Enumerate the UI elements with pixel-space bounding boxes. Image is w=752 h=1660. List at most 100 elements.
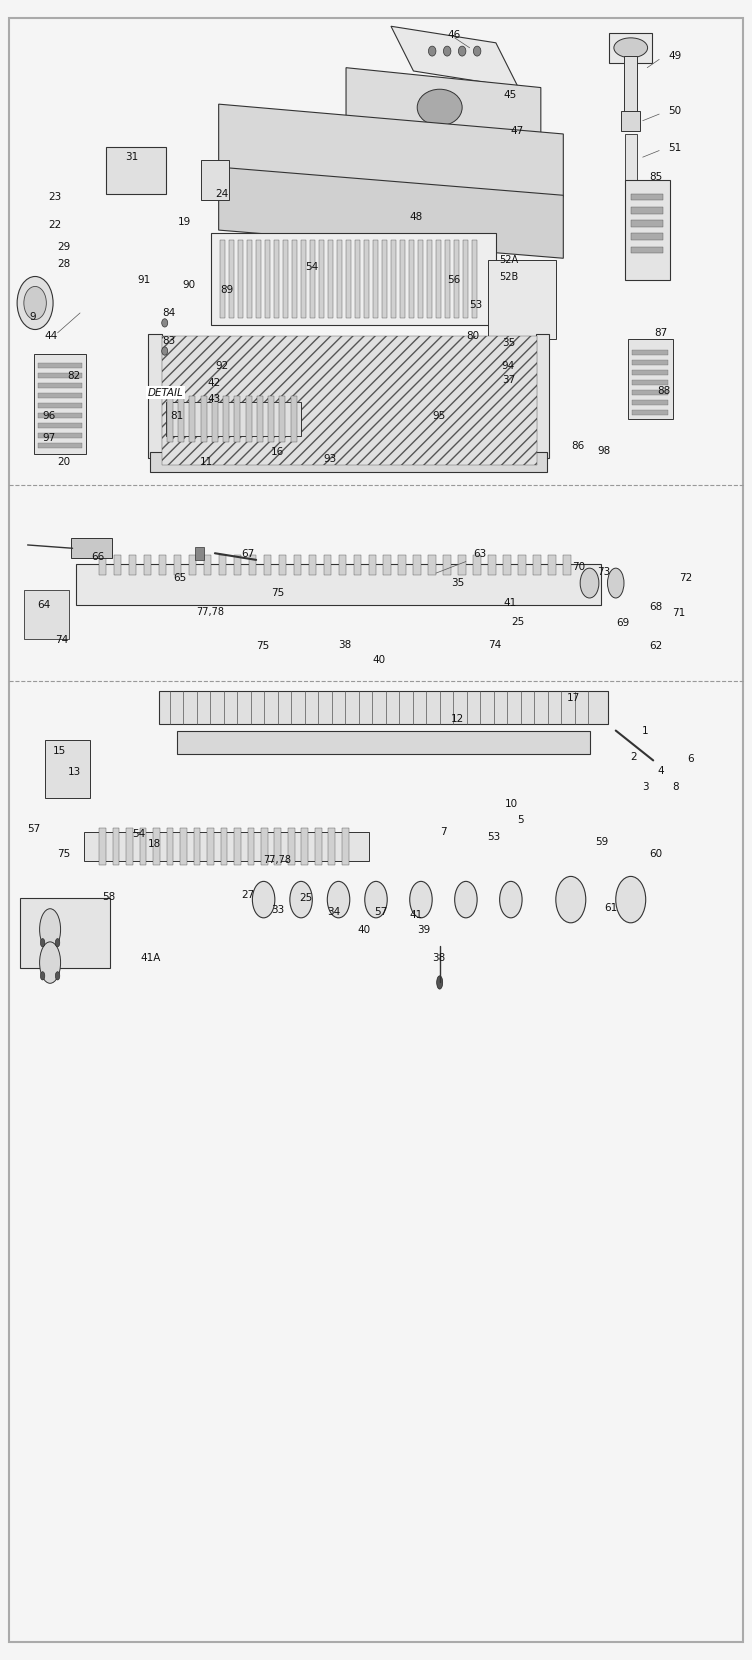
Ellipse shape <box>410 881 432 918</box>
Bar <box>76 564 601 606</box>
Text: 31: 31 <box>125 153 138 163</box>
Text: 81: 81 <box>170 412 183 422</box>
Ellipse shape <box>41 938 45 946</box>
Bar <box>274 828 281 865</box>
Bar <box>38 413 81 418</box>
Text: 88: 88 <box>657 387 670 397</box>
Text: 11: 11 <box>200 458 213 468</box>
Bar <box>390 241 396 317</box>
Text: 38: 38 <box>338 639 352 649</box>
Text: 46: 46 <box>447 30 460 40</box>
Bar <box>174 554 181 574</box>
Ellipse shape <box>616 876 646 923</box>
Text: 8: 8 <box>672 782 678 792</box>
Bar <box>201 395 207 442</box>
Text: 12: 12 <box>451 714 464 724</box>
Bar <box>310 241 315 317</box>
Bar <box>38 403 81 408</box>
Bar <box>38 393 81 398</box>
Bar <box>45 740 89 798</box>
Ellipse shape <box>41 971 45 979</box>
Text: 41A: 41A <box>140 953 160 963</box>
Text: 22: 22 <box>48 221 61 231</box>
Text: 92: 92 <box>215 362 228 372</box>
Text: 52B: 52B <box>499 272 519 282</box>
Text: 10: 10 <box>505 798 518 808</box>
Text: 62: 62 <box>650 641 663 651</box>
Bar <box>166 402 301 435</box>
Bar <box>288 828 295 865</box>
Bar <box>625 134 637 184</box>
Text: 49: 49 <box>669 51 681 61</box>
Text: 56: 56 <box>447 276 460 286</box>
Text: 35: 35 <box>451 578 464 588</box>
Ellipse shape <box>290 881 312 918</box>
Bar <box>212 395 218 442</box>
Ellipse shape <box>56 971 60 979</box>
Bar <box>114 554 121 574</box>
Ellipse shape <box>608 568 624 598</box>
Bar <box>329 828 335 865</box>
Text: 52A: 52A <box>499 256 519 266</box>
Text: 94: 94 <box>502 362 515 372</box>
Bar <box>624 56 638 120</box>
Text: 5: 5 <box>517 815 523 825</box>
Bar <box>315 828 322 865</box>
Bar <box>256 241 261 317</box>
Text: 57: 57 <box>374 906 388 916</box>
Bar <box>632 390 669 395</box>
Text: 29: 29 <box>58 242 71 252</box>
Bar <box>247 241 252 317</box>
Bar <box>384 554 391 574</box>
Bar <box>346 241 351 317</box>
Bar <box>234 554 241 574</box>
Bar <box>178 395 184 442</box>
Bar <box>632 380 669 385</box>
Text: 7: 7 <box>440 827 446 837</box>
Bar <box>129 554 136 574</box>
Text: 19: 19 <box>177 217 191 227</box>
Bar <box>201 161 229 201</box>
Text: 77,78: 77,78 <box>264 855 292 865</box>
Ellipse shape <box>253 881 274 918</box>
Bar <box>632 234 663 241</box>
Text: 23: 23 <box>48 193 61 203</box>
Ellipse shape <box>40 908 61 950</box>
Bar <box>99 554 106 574</box>
Text: 69: 69 <box>616 618 629 627</box>
Bar <box>159 554 166 574</box>
Text: 40: 40 <box>372 654 385 664</box>
Bar <box>302 828 308 865</box>
Text: 25: 25 <box>511 616 524 626</box>
Text: 98: 98 <box>597 447 611 456</box>
Bar <box>459 554 466 574</box>
Text: 18: 18 <box>147 838 161 848</box>
Text: 74: 74 <box>488 639 502 649</box>
Bar <box>364 241 369 317</box>
Bar <box>632 194 663 201</box>
Bar <box>162 335 537 465</box>
Text: 70: 70 <box>572 561 585 571</box>
Bar <box>399 554 406 574</box>
Text: 24: 24 <box>215 189 228 199</box>
Text: 17: 17 <box>567 692 581 702</box>
Text: 61: 61 <box>605 903 617 913</box>
Text: 54: 54 <box>305 262 318 272</box>
Ellipse shape <box>162 319 168 327</box>
Bar <box>368 554 376 574</box>
Text: 75: 75 <box>256 641 269 651</box>
Text: 3: 3 <box>642 782 648 792</box>
Text: 83: 83 <box>162 337 176 347</box>
Text: 91: 91 <box>138 276 151 286</box>
Text: 87: 87 <box>655 329 668 339</box>
Bar <box>247 828 254 865</box>
Bar <box>238 241 243 317</box>
Bar <box>235 395 241 442</box>
Bar <box>474 554 481 574</box>
Text: 41: 41 <box>503 598 517 608</box>
Text: 4: 4 <box>657 765 663 775</box>
Text: 66: 66 <box>91 551 105 561</box>
Bar <box>220 828 227 865</box>
Bar <box>83 832 368 862</box>
Bar <box>249 554 256 574</box>
